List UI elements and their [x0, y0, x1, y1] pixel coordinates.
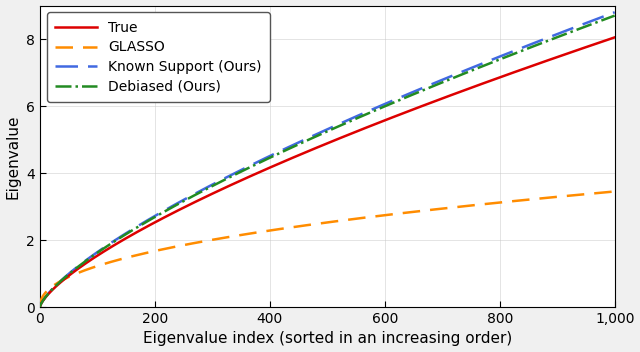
Debiased (Ours) — [153, 214, 161, 218]
Debiased (Ours) — [582, 24, 590, 28]
Known Support (Ours) — [505, 51, 513, 55]
Line: True: True — [40, 37, 614, 307]
Debiased (Ours) — [71, 267, 79, 271]
Known Support (Ours) — [36, 305, 44, 309]
Debiased (Ours) — [544, 39, 552, 43]
Debiased (Ours) — [505, 54, 513, 58]
GLASSO — [484, 202, 492, 206]
GLASSO — [505, 200, 513, 204]
GLASSO — [582, 192, 590, 196]
Known Support (Ours) — [582, 21, 590, 25]
GLASSO — [544, 196, 552, 200]
True — [611, 35, 618, 39]
True — [505, 72, 513, 76]
Y-axis label: Eigenvalue: Eigenvalue — [6, 114, 20, 199]
GLASSO — [36, 305, 44, 309]
True — [484, 80, 492, 84]
Known Support (Ours) — [611, 10, 618, 14]
True — [153, 219, 161, 224]
GLASSO — [153, 249, 161, 253]
Known Support (Ours) — [71, 267, 79, 271]
Legend: True, GLASSO, Known Support (Ours), Debiased (Ours): True, GLASSO, Known Support (Ours), Debi… — [47, 13, 269, 102]
Known Support (Ours) — [153, 213, 161, 217]
Known Support (Ours) — [544, 36, 552, 40]
True — [71, 269, 79, 273]
Debiased (Ours) — [36, 305, 44, 309]
Debiased (Ours) — [611, 13, 618, 18]
True — [36, 305, 44, 309]
GLASSO — [71, 272, 79, 276]
Debiased (Ours) — [484, 62, 492, 66]
Line: GLASSO: GLASSO — [40, 191, 614, 307]
Known Support (Ours) — [484, 59, 492, 63]
Line: Debiased (Ours): Debiased (Ours) — [40, 15, 614, 307]
True — [544, 58, 552, 62]
True — [582, 45, 590, 49]
X-axis label: Eigenvalue index (sorted in an increasing order): Eigenvalue index (sorted in an increasin… — [143, 332, 512, 346]
Line: Known Support (Ours): Known Support (Ours) — [40, 12, 614, 307]
GLASSO — [611, 189, 618, 194]
